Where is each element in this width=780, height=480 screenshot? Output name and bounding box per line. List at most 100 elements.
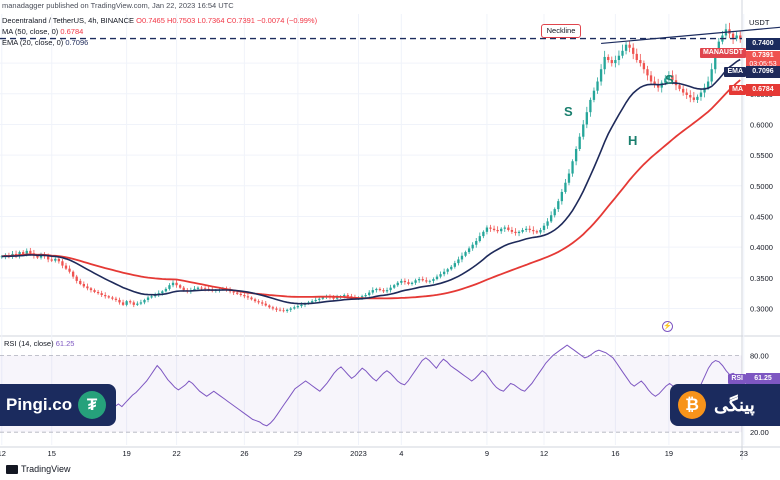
candle-body xyxy=(0,256,3,258)
candle-body xyxy=(318,298,321,300)
left-shoulder-label[interactable]: S xyxy=(564,104,573,119)
candle-body xyxy=(203,288,207,290)
candle-body xyxy=(79,280,82,284)
candle-body xyxy=(39,254,43,258)
candle-body xyxy=(385,290,389,292)
rsi-band-fill xyxy=(0,355,742,433)
candle-body xyxy=(239,293,242,296)
candle-body xyxy=(393,285,396,288)
time-tick-label: 16 xyxy=(611,449,619,458)
candle-body xyxy=(378,288,382,291)
candle-body xyxy=(535,231,539,233)
candle-body xyxy=(200,287,203,289)
candlesticks xyxy=(0,22,742,313)
candle-body xyxy=(525,228,528,230)
countdown-tag: 03:05:53 xyxy=(746,60,780,69)
symbol-title[interactable]: Decentraland / TetherUS, 4h, BINANCE xyxy=(2,16,135,25)
candle-body xyxy=(532,229,535,232)
published-by: manadagger published on TradingView.com,… xyxy=(2,1,234,10)
candle-body xyxy=(560,191,564,202)
candle-body xyxy=(567,173,571,183)
candle-body xyxy=(553,209,556,216)
currency-label: USDT xyxy=(749,18,770,27)
candle-body xyxy=(578,136,581,149)
candle-body xyxy=(496,229,499,232)
rsi-line xyxy=(1,344,741,427)
candle-body xyxy=(664,78,667,83)
candle-body xyxy=(667,75,671,79)
candle-body xyxy=(389,287,392,291)
lightning-icon[interactable]: ⚡ xyxy=(662,321,673,332)
candle-body xyxy=(710,69,713,82)
candle-body xyxy=(410,282,414,284)
ma-legend[interactable]: MA (50, close, 0) 0.6784 xyxy=(2,27,83,36)
candle-body xyxy=(610,60,613,64)
candle-body xyxy=(642,63,646,70)
price-tick-label: 0.6000 xyxy=(750,120,773,129)
candle-body xyxy=(542,225,546,230)
candle-body xyxy=(382,290,385,292)
candle-body xyxy=(257,301,260,303)
candle-body xyxy=(321,297,325,299)
candle-body xyxy=(36,255,39,258)
pingi-watermark-right: ₿ پینگی xyxy=(670,384,780,426)
rsi-legend[interactable]: RSI (14, close) 61.25 xyxy=(4,339,74,348)
candle-body xyxy=(289,308,292,310)
rsi-price-tag: 61.25 xyxy=(746,373,780,385)
tether-icon: ₮ xyxy=(78,391,107,419)
time-axis: 1215192226292023491216192326 xyxy=(0,446,780,458)
candle-body xyxy=(171,282,175,286)
candle-body xyxy=(139,302,143,304)
candle-body xyxy=(360,296,364,298)
ma-price-tag: 0.6784 xyxy=(746,84,780,96)
head-label[interactable]: H xyxy=(628,133,638,148)
candle-body xyxy=(646,69,649,76)
candle-body xyxy=(603,56,606,70)
candle-body xyxy=(500,228,503,232)
candle-body xyxy=(689,94,692,98)
candle-body xyxy=(585,112,588,125)
tradingview-text: TradingView xyxy=(21,464,71,474)
tradingview-logo[interactable]: TradingView xyxy=(6,464,71,474)
candle-body xyxy=(178,285,182,288)
ema-label: EMA (20, close, 0) xyxy=(2,38,64,47)
candle-body xyxy=(589,99,592,113)
ma-label: MA (50, close, 0) xyxy=(2,27,59,36)
candle-body xyxy=(582,124,585,137)
ema-legend[interactable]: EMA (20, close, 0) 0.7096 xyxy=(2,38,88,47)
candle-body xyxy=(332,297,335,299)
time-tick-label: 19 xyxy=(122,449,130,458)
time-tick-label: 2023 xyxy=(350,449,367,458)
right-shoulder-label[interactable]: S xyxy=(665,72,674,87)
candle-body xyxy=(264,303,267,306)
candle-body xyxy=(246,296,250,298)
candle-body xyxy=(154,295,157,297)
candle-body xyxy=(364,295,367,297)
neckline-label[interactable]: Neckline xyxy=(541,24,581,38)
candle-body xyxy=(557,201,560,210)
ema-line xyxy=(1,58,741,305)
candle-body xyxy=(439,274,442,277)
candle-body xyxy=(93,290,96,292)
ohlc-values: O0.7465 H0.7503 L0.7364 C0.7391 −0.0074 … xyxy=(136,16,318,25)
time-tick-label: 23 xyxy=(740,449,748,458)
candle-body xyxy=(621,50,624,56)
candle-body xyxy=(146,297,150,300)
candle-body xyxy=(417,279,421,281)
candle-body xyxy=(57,258,61,262)
candle-body xyxy=(346,295,349,297)
candle-body xyxy=(129,301,132,303)
candle-body xyxy=(731,33,735,39)
candle-body xyxy=(286,309,289,311)
candle-body xyxy=(371,290,374,293)
candle-body xyxy=(278,309,282,311)
candle-body xyxy=(735,35,738,39)
price-tick-label: 0.5500 xyxy=(750,151,773,160)
candle-body xyxy=(471,244,474,249)
candle-body xyxy=(46,256,50,260)
candle-body xyxy=(442,271,446,275)
candle-body xyxy=(678,85,681,89)
candle-body xyxy=(432,279,435,281)
candle-body xyxy=(607,56,610,61)
